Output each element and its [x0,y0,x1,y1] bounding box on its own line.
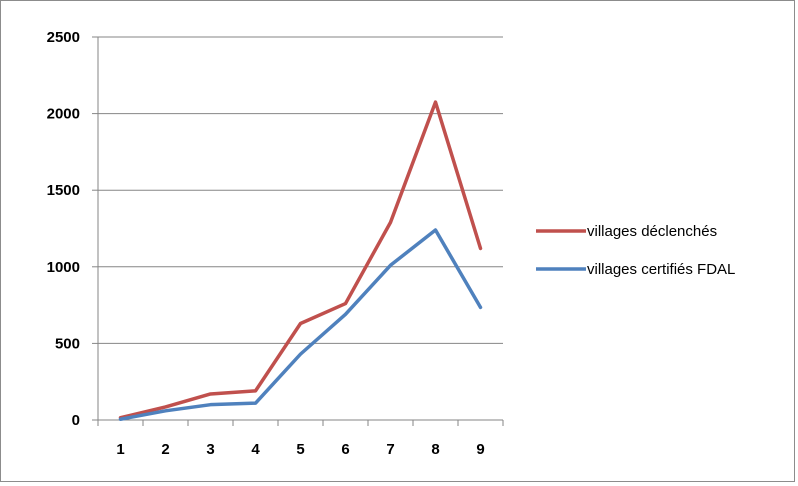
x-tick-label: 5 [296,441,304,458]
legend-label: villages déclenchés [587,223,717,240]
gridlines [98,37,503,343]
x-tick-label: 9 [476,441,484,458]
y-tick-label: 0 [72,412,80,429]
y-tick-label: 500 [55,335,80,352]
x-tick-label: 6 [341,441,349,458]
x-tick-label: 7 [386,441,394,458]
x-tick-label: 2 [161,441,169,458]
x-tick-label: 1 [116,441,124,458]
y-tick-label: 1500 [47,182,80,199]
x-tick-label: 4 [251,441,260,458]
x-tick-label: 3 [206,441,214,458]
legend: villages déclenchés villages certifiés FD… [536,223,735,278]
y-tick-label: 2500 [47,29,80,46]
series-lines [120,102,480,419]
y-tick-label: 2000 [47,106,80,123]
legend-label: villages certifiés FDAL [587,261,735,278]
x-tick-label: 8 [431,441,439,458]
axes: 0 500 1000 1500 2000 2500 1 2 3 4 5 6 7 8 9 [47,29,503,458]
y-tick-label: 1000 [47,259,80,276]
series-line-1 [121,102,481,418]
